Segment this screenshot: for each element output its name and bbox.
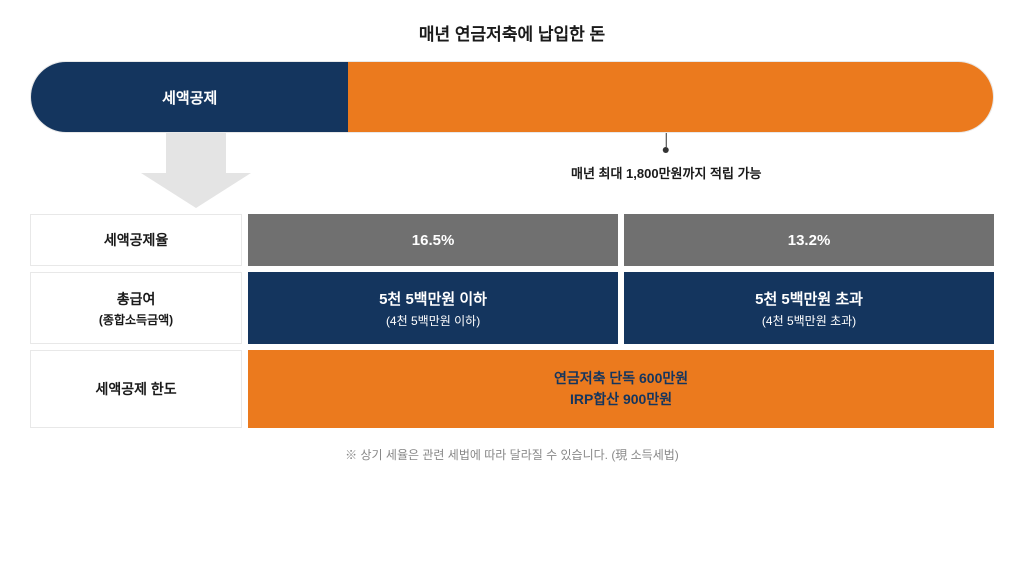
infographic-container: 매년 연금저축에 납입한 돈 세액공제 매년 최대 1,800만원까지 적립 가… xyxy=(30,20,994,463)
limit-line-1: 연금저축 단독 600만원 xyxy=(554,368,688,389)
income-sub: (4천 5백만원 이하) xyxy=(386,312,480,329)
income-cell-high: 5천 5백만원 초과 (4천 5백만원 초과) xyxy=(624,272,994,344)
rate-value: 13.2% xyxy=(788,232,831,249)
row-label-rate: 세액공제율 xyxy=(30,214,242,266)
rate-cell-low: 16.5% xyxy=(248,214,618,266)
pill-remainder xyxy=(348,62,993,132)
income-main: 5천 5백만원 초과 xyxy=(755,288,863,309)
row-label-text: 총급여 xyxy=(117,289,156,309)
row-label-text: 세액공제 한도 xyxy=(95,379,176,399)
contribution-pill: 세액공제 xyxy=(30,61,994,133)
income-sub: (4천 5백만원 초과) xyxy=(762,312,856,329)
tick-line xyxy=(666,133,667,147)
deduction-table: 세액공제율 16.5% 13.2% 총급여 (종합소득금액) 5천 5백만원 이… xyxy=(30,214,994,428)
down-arrow-icon xyxy=(136,133,256,208)
arrow-zone: 매년 최대 1,800만원까지 적립 가능 xyxy=(30,133,994,208)
tick-dot xyxy=(663,147,669,153)
limit-cell: 연금저축 단독 600만원 IRP합산 900만원 xyxy=(248,350,994,428)
page-title: 매년 연금저축에 납입한 돈 xyxy=(30,20,994,45)
limit-line-2: IRP합산 900만원 xyxy=(570,389,672,410)
table-row-limit: 세액공제 한도 연금저축 단독 600만원 IRP합산 900만원 xyxy=(30,350,994,428)
income-main: 5천 5백만원 이하 xyxy=(379,288,487,309)
table-row-rate: 세액공제율 16.5% 13.2% xyxy=(30,214,994,266)
footnote: ※ 상기 세율은 관련 세법에 따라 달라질 수 있습니다. (現 소득세법) xyxy=(30,446,994,463)
rate-cell-high: 13.2% xyxy=(624,214,994,266)
row-label-limit: 세액공제 한도 xyxy=(30,350,242,428)
max-contribution-label: 매년 최대 1,800만원까지 적립 가능 xyxy=(571,163,762,182)
row-label-income: 총급여 (종합소득금액) xyxy=(30,272,242,344)
table-row-income: 총급여 (종합소득금액) 5천 5백만원 이하 (4천 5백만원 이하) 5천 … xyxy=(30,272,994,344)
max-contribution-marker: 매년 최대 1,800만원까지 적립 가능 xyxy=(571,133,762,182)
rate-value: 16.5% xyxy=(412,232,455,249)
income-cell-low: 5천 5백만원 이하 (4천 5백만원 이하) xyxy=(248,272,618,344)
row-label-text: 세액공제율 xyxy=(104,230,168,250)
row-label-sub: (종합소득금액) xyxy=(99,311,173,328)
pill-tax-deduction: 세액공제 xyxy=(31,62,348,132)
